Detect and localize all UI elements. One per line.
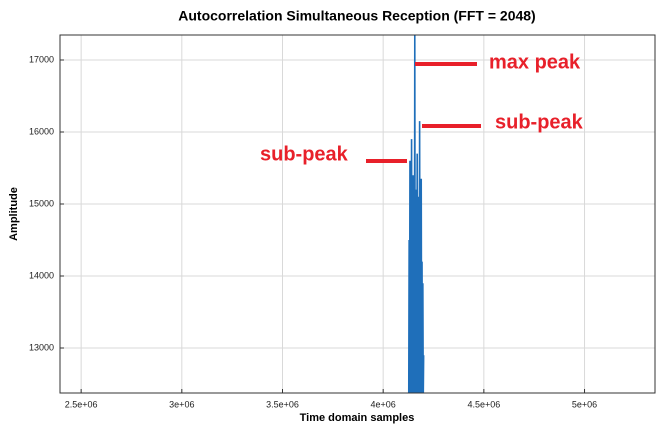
x-tick-label: 4.5e+06: [467, 399, 500, 409]
y-tick-label: 16000: [29, 126, 54, 136]
x-tick-label: 4e+06: [371, 399, 396, 409]
x-tick-label: 5e+06: [572, 399, 597, 409]
data: [407, 35, 425, 393]
y-tick-label: 15000: [29, 198, 54, 208]
grid: [60, 35, 655, 393]
annotation: max peak: [489, 51, 581, 73]
y-axis-label: Amplitude: [8, 187, 20, 241]
line-series: [407, 35, 425, 393]
plot-frame: [59, 34, 656, 394]
x-tick-label: 3.5e+06: [266, 399, 299, 409]
x-tick-label: 3e+06: [169, 399, 194, 409]
annotation: sub-peak: [495, 111, 584, 133]
y-tick-label: 17000: [29, 54, 54, 64]
y-tick-label: 13000: [29, 342, 54, 352]
x-axis-label: Time domain samples: [300, 412, 415, 424]
x-tick-label: 2.5e+06: [65, 399, 98, 409]
y-tick-label: 14000: [29, 270, 54, 280]
chart-title: Autocorrelation Simultaneous Reception (…: [178, 8, 535, 24]
annotation: sub-peak: [260, 143, 349, 165]
plot-area: [60, 35, 655, 393]
